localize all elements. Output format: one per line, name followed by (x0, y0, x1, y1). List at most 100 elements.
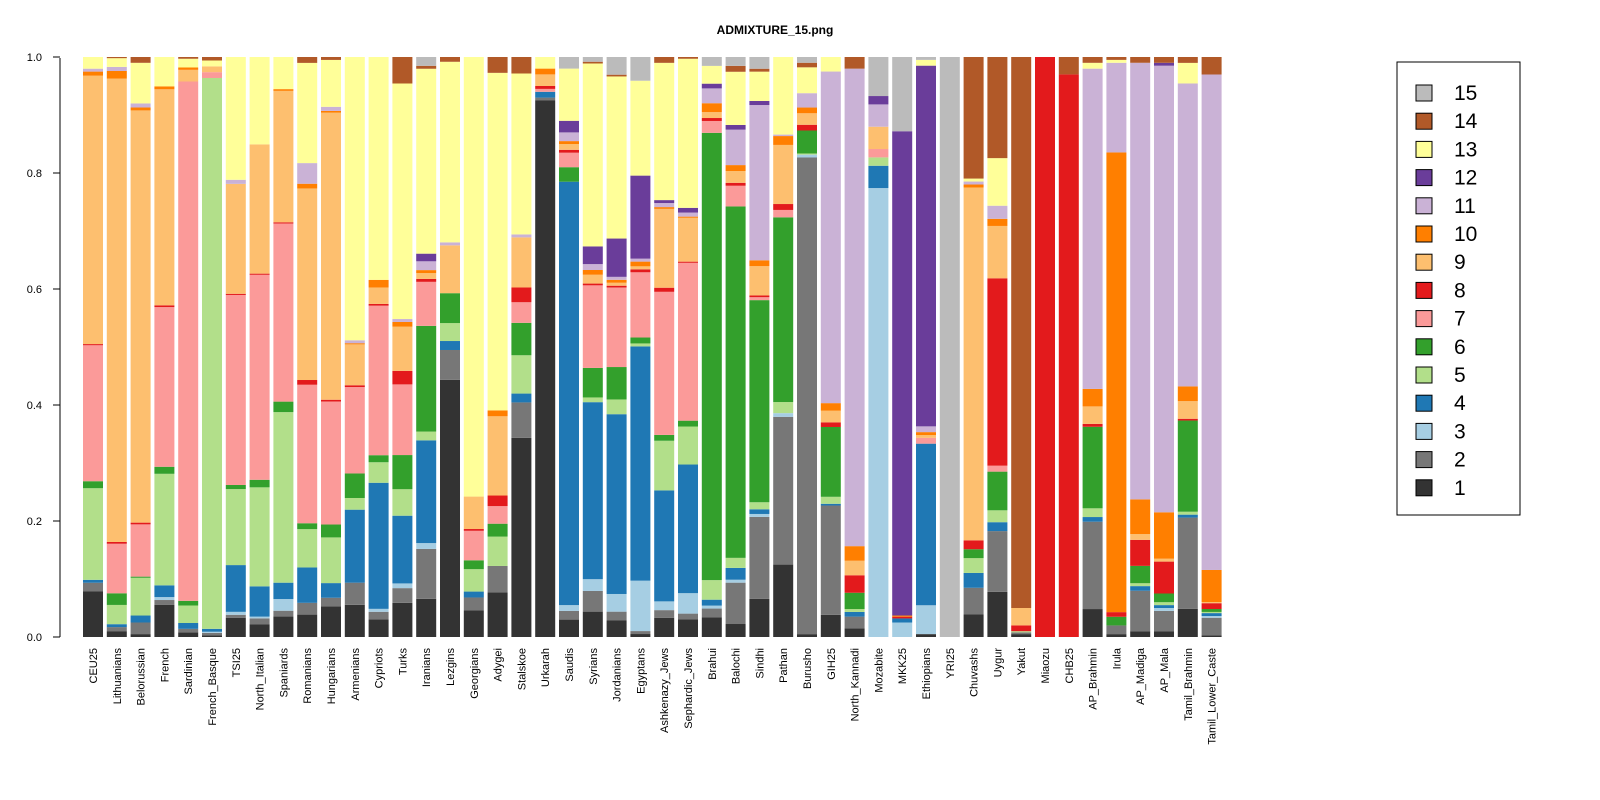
bar-segment-Chuvashs-k9 (963, 187, 984, 541)
bar-segment-Tamil_Brahmin-k8 (1177, 418, 1198, 421)
bar-segment-Lithuanians-k2 (106, 627, 127, 632)
chart-title: ADMIXTURE_15.png (717, 23, 834, 37)
bar-segment-Belorussian-k9 (130, 110, 151, 523)
legend-swatch-10 (1415, 225, 1433, 243)
bar-segment-Uygur-k14 (987, 57, 1008, 159)
bar-segment-North_Kannadi-k9 (844, 560, 865, 576)
bar-segment-Turks-k10 (392, 321, 413, 327)
bar-segment-Spaniards-k8 (273, 222, 294, 224)
bar-segment-Belorussian-k13 (130, 62, 151, 104)
bar-segment-Romanians-k7 (297, 384, 318, 524)
bar-segment-CEU25-k9 (83, 75, 103, 345)
bar-segment-Burusho-k15 (797, 57, 817, 63)
bar-segment-Pathan-k11 (773, 134, 794, 137)
bar-segment-Belorussian-k10 (130, 107, 151, 111)
legend-swatch-4 (1415, 394, 1433, 412)
bar-segment-Sephardic_Jews-k4 (678, 464, 698, 594)
bar-segment-Hungarians-k5 (321, 537, 341, 584)
bar-segment-GIH25-k9 (820, 410, 841, 423)
bar-segment-Brahui-k3 (701, 605, 722, 609)
bar-segment-Lithuanians-k1 (106, 631, 127, 637)
bar-segment-Chuvashs-k5 (963, 558, 984, 573)
legend-swatch-15 (1415, 84, 1433, 102)
bar-segment-Lezgins-k9 (440, 245, 460, 294)
bar-segment-Burusho-k5 (797, 153, 817, 155)
bar-segment-CEU25-k1 (83, 591, 103, 637)
bar-segment-CEU25-k4 (83, 579, 103, 583)
bar-segment-Spaniards-k7 (273, 223, 294, 402)
bar-segment-Saudis-k12 (559, 120, 579, 133)
x-tick-label: Tamil_Brahmin (1183, 648, 1195, 721)
x-tick-label: TSI25 (231, 648, 243, 677)
bar-segment-AP_Madiga-k9 (1130, 534, 1151, 540)
bar-segment-GIH25-k6 (820, 426, 841, 497)
bar-segment-Syrians-k9 (582, 274, 603, 284)
bar-segment-Sephardic_Jews-k13 (678, 58, 698, 208)
x-tick-label: Miaozu (1040, 648, 1052, 683)
bar-segment-Uygur-k6 (987, 471, 1008, 511)
x-tick-label: YRI25 (945, 648, 957, 679)
x-tick-label: Ashkenazy_Jews (659, 648, 671, 733)
bar-segment-Cypriots-k13 (368, 57, 389, 280)
bar-segment-Hungarians-k13 (321, 59, 341, 107)
bar-segment-French_Basque-k7 (202, 72, 222, 78)
legend-swatch-6 (1415, 338, 1433, 356)
legend-label-14: 14 (1454, 110, 1478, 133)
bar-segment-Cypriots-k4 (368, 482, 389, 609)
bar-segment-Tamil_Brahmin-k4 (1177, 514, 1198, 518)
bar-segment-Armenians-k10 (344, 343, 365, 345)
bar-segment-Burusho-k1 (797, 634, 817, 637)
bar-segment-Sephardic_Jews-k10 (678, 216, 698, 218)
bar-segment-Belorussian-k4 (130, 615, 151, 623)
bar-segment-Uygur-k1 (987, 591, 1008, 637)
bar-segment-Adygei-k9 (487, 416, 508, 496)
bar-segment-Egyptans-k3 (630, 580, 651, 632)
bar-segment-Irula-k13 (1106, 59, 1127, 63)
bar-segment-Armenians-k9 (344, 344, 365, 386)
x-tick-label: Mozabite (873, 648, 885, 693)
bar-segment-Iranians-k14 (416, 65, 437, 69)
bar-segment-Tamil_Lower_Caste-k4 (1201, 613, 1222, 617)
bar-segment-Pathan-k6 (773, 217, 794, 403)
bar-segment-French-k5 (154, 473, 175, 586)
bar-segment-Romanians-k10 (297, 183, 318, 189)
bar-segment-Tamil_Lower_Caste-k2 (1201, 617, 1222, 636)
bar-segment-Syrians-k6 (582, 367, 603, 398)
bar-segment-Hungarians-k2 (321, 597, 341, 607)
bar-segment-North_Kannadi-k10 (844, 546, 865, 561)
bar-segment-Georgians-k6 (463, 560, 484, 570)
bar-segment-Jordanians-k8 (606, 285, 627, 288)
bar-segment-Armenians-k6 (344, 473, 365, 498)
bar-segment-Spaniards-k1 (273, 616, 294, 637)
bar-segment-Egyptans-k10 (630, 261, 651, 267)
bar-segment-Jordanians-k9 (606, 282, 627, 286)
bar-segment-Syrians-k12 (582, 246, 603, 265)
bar-segment-TSI25-k5 (225, 489, 246, 566)
bar-segment-French-k8 (154, 305, 175, 308)
bar-segment-Balochi-k8 (725, 182, 746, 186)
bar-segment-Ethiopians-k13 (916, 59, 936, 66)
bar-segment-CEU25-k8 (83, 344, 103, 346)
bar-segment-Syrians-k4 (582, 402, 603, 580)
bar-segment-Tamil_Lower_Caste-k1 (1201, 635, 1222, 637)
bar-segment-Spaniards-k4 (273, 582, 294, 600)
bar-segment-Chuvashs-k6 (963, 549, 984, 559)
bar-segment-Ashkenazy_Jews-k4 (654, 490, 675, 602)
bar-segment-Georgians-k4 (463, 591, 484, 598)
bar-segment-North_Kannadi-k6 (844, 592, 865, 610)
bar-segment-French-k1 (154, 604, 175, 637)
bar-segment-Iranians-k4 (416, 440, 437, 544)
bar-segment-Saudis-k10 (559, 141, 579, 144)
bar-segment-Irula-k14 (1106, 57, 1127, 60)
bar-segment-CHB25-k8 (1058, 74, 1079, 637)
bar-segment-TSI25-k2 (225, 614, 246, 618)
bar-segment-Mozabite-k4 (868, 165, 889, 189)
bar-segment-Cypriots-k8 (368, 303, 389, 306)
bar-segment-TSI25-k9 (225, 183, 246, 294)
legend-swatch-1 (1415, 479, 1433, 497)
bar-segment-CEU25-k6 (83, 481, 103, 489)
bar-segment-Uygur-k13 (987, 158, 1008, 206)
bar-segment-Stalskoe-k2 (511, 402, 532, 438)
bar-segment-Sephardic_Jews-k9 (678, 217, 698, 262)
bar-segment-Turks-k11 (392, 319, 413, 322)
